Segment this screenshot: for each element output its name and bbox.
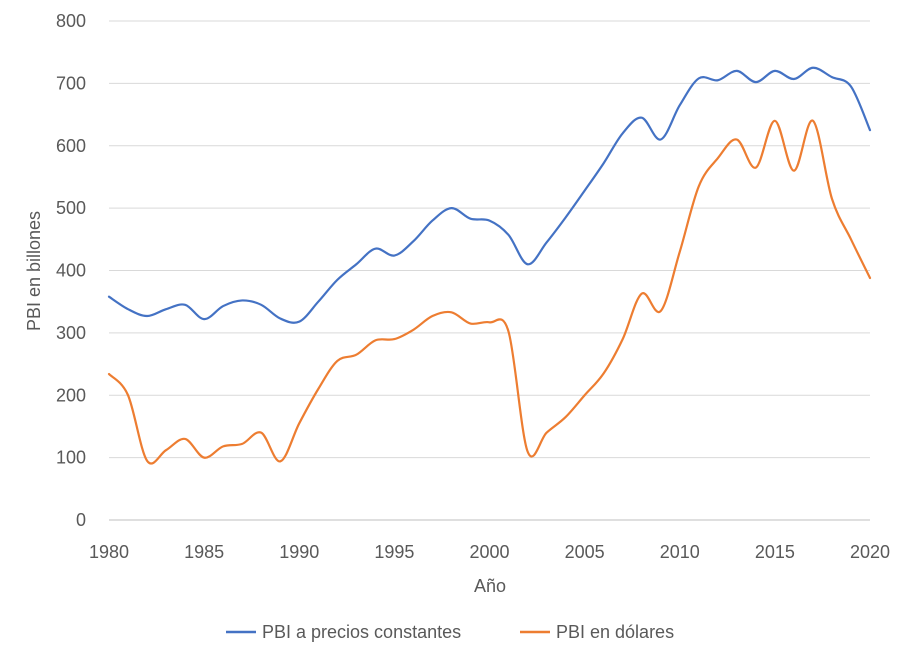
series-line-2	[107, 119, 872, 465]
y-tick-label: 700	[56, 73, 86, 93]
x-tick-label: 1995	[374, 542, 414, 562]
x-tick-label: 2010	[660, 542, 700, 562]
grid-lines	[109, 20, 870, 459]
x-tick-label: 1990	[279, 542, 319, 562]
y-axis-tick-labels: 0 100 200 300 400 500 600 700 800	[56, 11, 86, 530]
y-tick-label: 800	[56, 11, 86, 31]
y-axis-title: PBI en billones	[24, 211, 44, 331]
legend: PBI a precios constantes PBI en dólares	[226, 622, 674, 642]
x-tick-label: 1985	[184, 542, 224, 562]
x-axis-tick-labels: 1980 1985 1990 1995 2000 2005 2010 2015 2020	[89, 542, 890, 562]
series-line-1	[107, 66, 872, 324]
series-group	[107, 66, 872, 465]
y-tick-label: 300	[56, 323, 86, 343]
legend-label-2: PBI en dólares	[556, 622, 674, 642]
x-tick-label: 2000	[469, 542, 509, 562]
y-tick-label: 100	[56, 448, 86, 468]
y-tick-label: 200	[56, 385, 86, 405]
x-tick-label: 2015	[755, 542, 795, 562]
y-tick-label: 500	[56, 198, 86, 218]
x-tick-label: 2020	[850, 542, 890, 562]
y-tick-label: 0	[76, 510, 86, 530]
x-axis-title: Año	[474, 576, 506, 596]
x-tick-label: 1980	[89, 542, 129, 562]
y-tick-label: 400	[56, 261, 86, 281]
x-tick-label: 2005	[565, 542, 605, 562]
y-tick-label: 600	[56, 136, 86, 156]
legend-label-1: PBI a precios constantes	[262, 622, 461, 642]
